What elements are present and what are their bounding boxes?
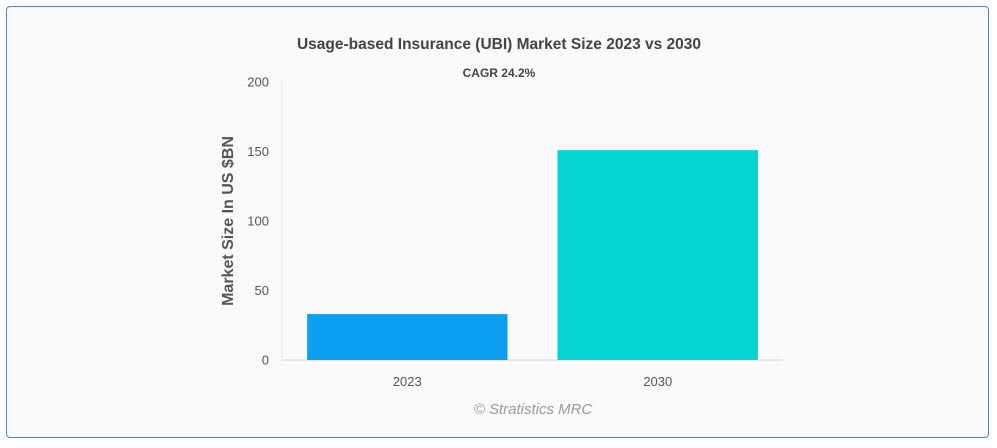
bar-2023[interactable]: [307, 314, 508, 360]
x-tick-label: 2023: [393, 374, 422, 389]
y-tick-label: 150: [247, 144, 269, 159]
x-tick-label: 2030: [643, 374, 672, 389]
credit-text: © Stratistics MRC: [474, 401, 593, 418]
y-axis-label: Market Size In US $BN: [220, 136, 237, 306]
bar-2030[interactable]: [557, 150, 758, 360]
cagr-annotation: CAGR 24.2%: [463, 66, 536, 80]
y-tick-label: 0: [262, 353, 269, 368]
y-tick-label: 100: [247, 214, 269, 229]
chart-frame: [6, 6, 989, 438]
x-ticks: 2023 2030: [393, 374, 672, 389]
y-ticks: 0 50 100 150 200: [247, 75, 269, 368]
bars: [307, 150, 758, 360]
y-tick-label: 200: [247, 75, 269, 90]
y-tick-label: 50: [255, 283, 269, 298]
chart-title: Usage-based Insurance (UBI) Market Size …: [297, 36, 701, 53]
